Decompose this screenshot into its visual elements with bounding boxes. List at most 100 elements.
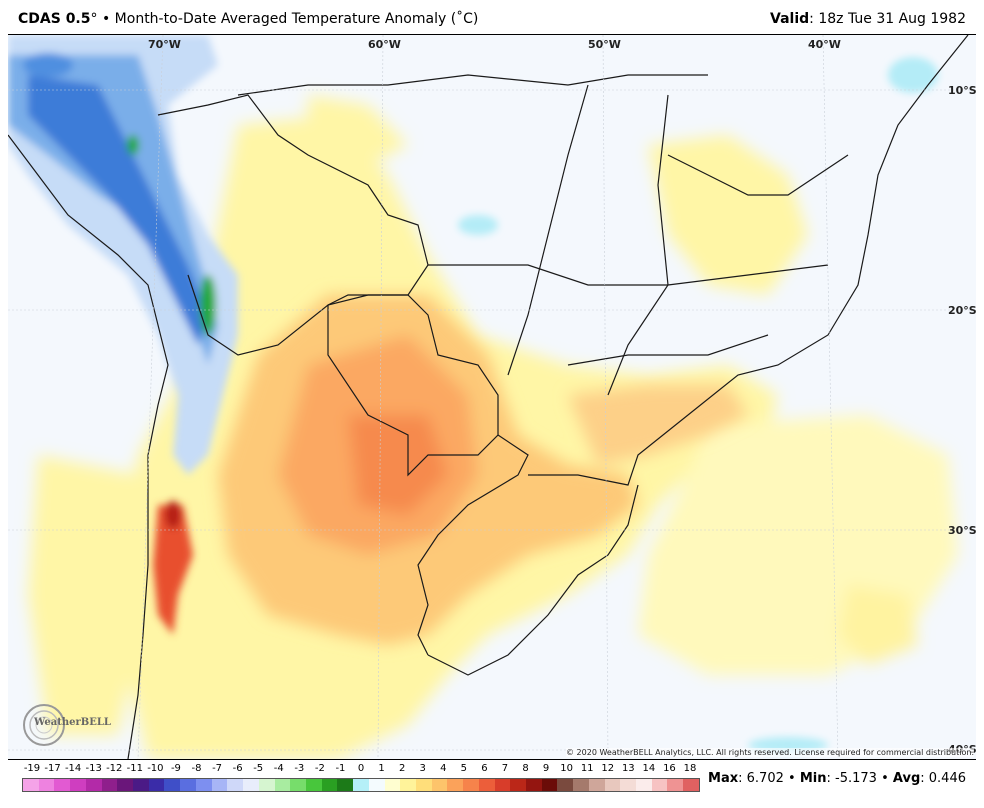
colorbar-swatch [290, 779, 306, 791]
colorbar-swatch [38, 779, 55, 791]
colorbar-swatch [101, 779, 118, 791]
valid-time-value: 18z Tue 31 Aug 1982 [818, 11, 966, 27]
colorbar-swatch [478, 779, 495, 791]
argentina-brazil-border [417, 434, 529, 656]
anomaly-shading-hot [153, 501, 193, 635]
colorbar-swatch [620, 779, 637, 791]
colorbar-swatch [148, 779, 165, 791]
northern-border [237, 74, 708, 96]
colorbar-tick-label: 14 [642, 763, 656, 774]
colorbar-tick-label: -2 [314, 763, 325, 774]
colorbar-swatch [604, 779, 621, 791]
colorbar-swatch [667, 779, 684, 791]
latitude-label-10s: 10°S [948, 84, 976, 97]
colorbar-tick-label: 4 [440, 763, 447, 774]
colorbar-tick-label: -4 [273, 763, 284, 774]
stats-separator: • [788, 771, 796, 786]
colorbar-swatch [133, 779, 149, 791]
colorbar-swatch [447, 779, 464, 791]
colorbar [22, 778, 700, 792]
colorbar-swatch [305, 779, 322, 791]
colorbar-swatch [164, 779, 181, 791]
colorbar-tick-label: -5 [253, 763, 264, 774]
colorbar-tick-label: -1 [335, 763, 346, 774]
colorbar-tick-label: -19 [23, 763, 41, 774]
model-name: CDAS 0.5 [18, 11, 91, 27]
colorbar-swatch [431, 779, 448, 791]
colorbar-swatch [463, 779, 479, 791]
colorbar-swatch [384, 779, 401, 791]
colorbar-swatch [510, 779, 526, 791]
colorbar-tick-label: -14 [64, 763, 82, 774]
colorbar-swatch [337, 779, 354, 791]
colorbar-swatch [258, 779, 275, 791]
colorbar-swatch [541, 779, 558, 791]
colorbar-labels: -19 -17 -14 -13 -12 -11 -10 -9 -8 -7 -6 -5 -4 -3 -2 -1 0… [22, 763, 700, 777]
title-separator: • [101, 11, 111, 27]
colorbar-tick-label: 9 [542, 763, 550, 774]
colorbar-swatch [368, 779, 385, 791]
colorbar-swatch [211, 779, 228, 791]
colorbar-swatch [54, 779, 71, 791]
colorbar-swatch [180, 779, 196, 791]
valid-time: Valid: 18z Tue 31 Aug 1982 [770, 11, 966, 27]
colorbar-tick-label: -6 [232, 763, 243, 774]
colorbar-tick-label: 8 [522, 763, 529, 774]
colorbar-tick-label: 5 [460, 763, 467, 774]
colorbar-swatch [636, 779, 652, 791]
colorbar-swatch [557, 779, 574, 791]
logo-text: WeatherBELL [34, 717, 111, 728]
anomaly-shading-warm [218, 295, 748, 645]
colorbar-tick-label: 10 [560, 763, 573, 774]
colorbar-tick-label: 7 [501, 763, 509, 774]
colorbar-swatch [70, 779, 86, 791]
max-label: Max [708, 771, 739, 786]
country-borders [8, 35, 969, 759]
latitude-label-20s: 20°S [948, 304, 976, 317]
longitude-label-70w: 70°W [148, 38, 181, 51]
colorbar-tick-label: -8 [191, 763, 202, 774]
colorbar-tick-label: -13 [85, 763, 102, 774]
colorbar-swatch [400, 779, 416, 791]
colorbar-tick-label: 2 [398, 763, 406, 774]
colorbar-tick-label: 11 [580, 763, 594, 774]
colorbar-tick-label: -3 [294, 763, 305, 774]
stats-separator: • [881, 771, 889, 786]
colorbar-tick-label: -12 [106, 763, 123, 774]
header: CDAS 0.5° • Month-to-Date Averaged Tempe… [0, 0, 984, 34]
colorbar-tick-label: 13 [621, 763, 635, 774]
bolivia-border [157, 94, 429, 356]
colorbar-tick-label: 0 [357, 763, 365, 774]
chile-coast [8, 134, 169, 759]
colorbar-swatch [117, 779, 134, 791]
max-value: 6.702 [746, 771, 784, 786]
colorbar-swatch [353, 779, 369, 791]
colorbar-tick-label: 16 [663, 763, 676, 774]
brazil-state-line-4 [567, 334, 769, 366]
colorbar-swatch [683, 779, 699, 791]
colorbar-swatch [651, 779, 668, 791]
graticule [8, 35, 976, 759]
colorbar-tick-label: -10 [147, 763, 164, 774]
brazil-state-line-1 [507, 84, 589, 376]
colorbar-swatch [494, 779, 511, 791]
colorbar-tick-label: -17 [44, 763, 61, 774]
colorbar-swatch [526, 779, 542, 791]
latitude-label-30s: 30°S [948, 524, 976, 537]
map-panel: 70°W 60°W 50°W 40°W 10°S 20°S 30°S 40°S … [8, 34, 976, 760]
colorbar-swatch [321, 779, 338, 791]
colorbar-tick-label: -11 [126, 763, 143, 774]
min-value: -5.173 [835, 771, 877, 786]
colorbar-tick-label: 12 [601, 763, 615, 774]
longitude-label-40w: 40°W [808, 38, 841, 51]
weatherbell-logo: WeatherBELL [22, 699, 111, 751]
colorbar-swatch [588, 779, 605, 791]
colorbar-tick-label: 3 [419, 763, 426, 774]
stats: Max: 6.702 • Min: -5.173 • Avg: 0.446 [708, 771, 966, 786]
colorbar-swatch [415, 779, 432, 791]
longitude-label-50w: 50°W [588, 38, 621, 51]
brazil-state-line-3 [428, 264, 829, 286]
product-title: Month-to-Date Averaged Temperature Anoma… [114, 11, 479, 27]
colorbar-swatch [243, 779, 259, 791]
colorbar-tick-label: 6 [481, 763, 488, 774]
